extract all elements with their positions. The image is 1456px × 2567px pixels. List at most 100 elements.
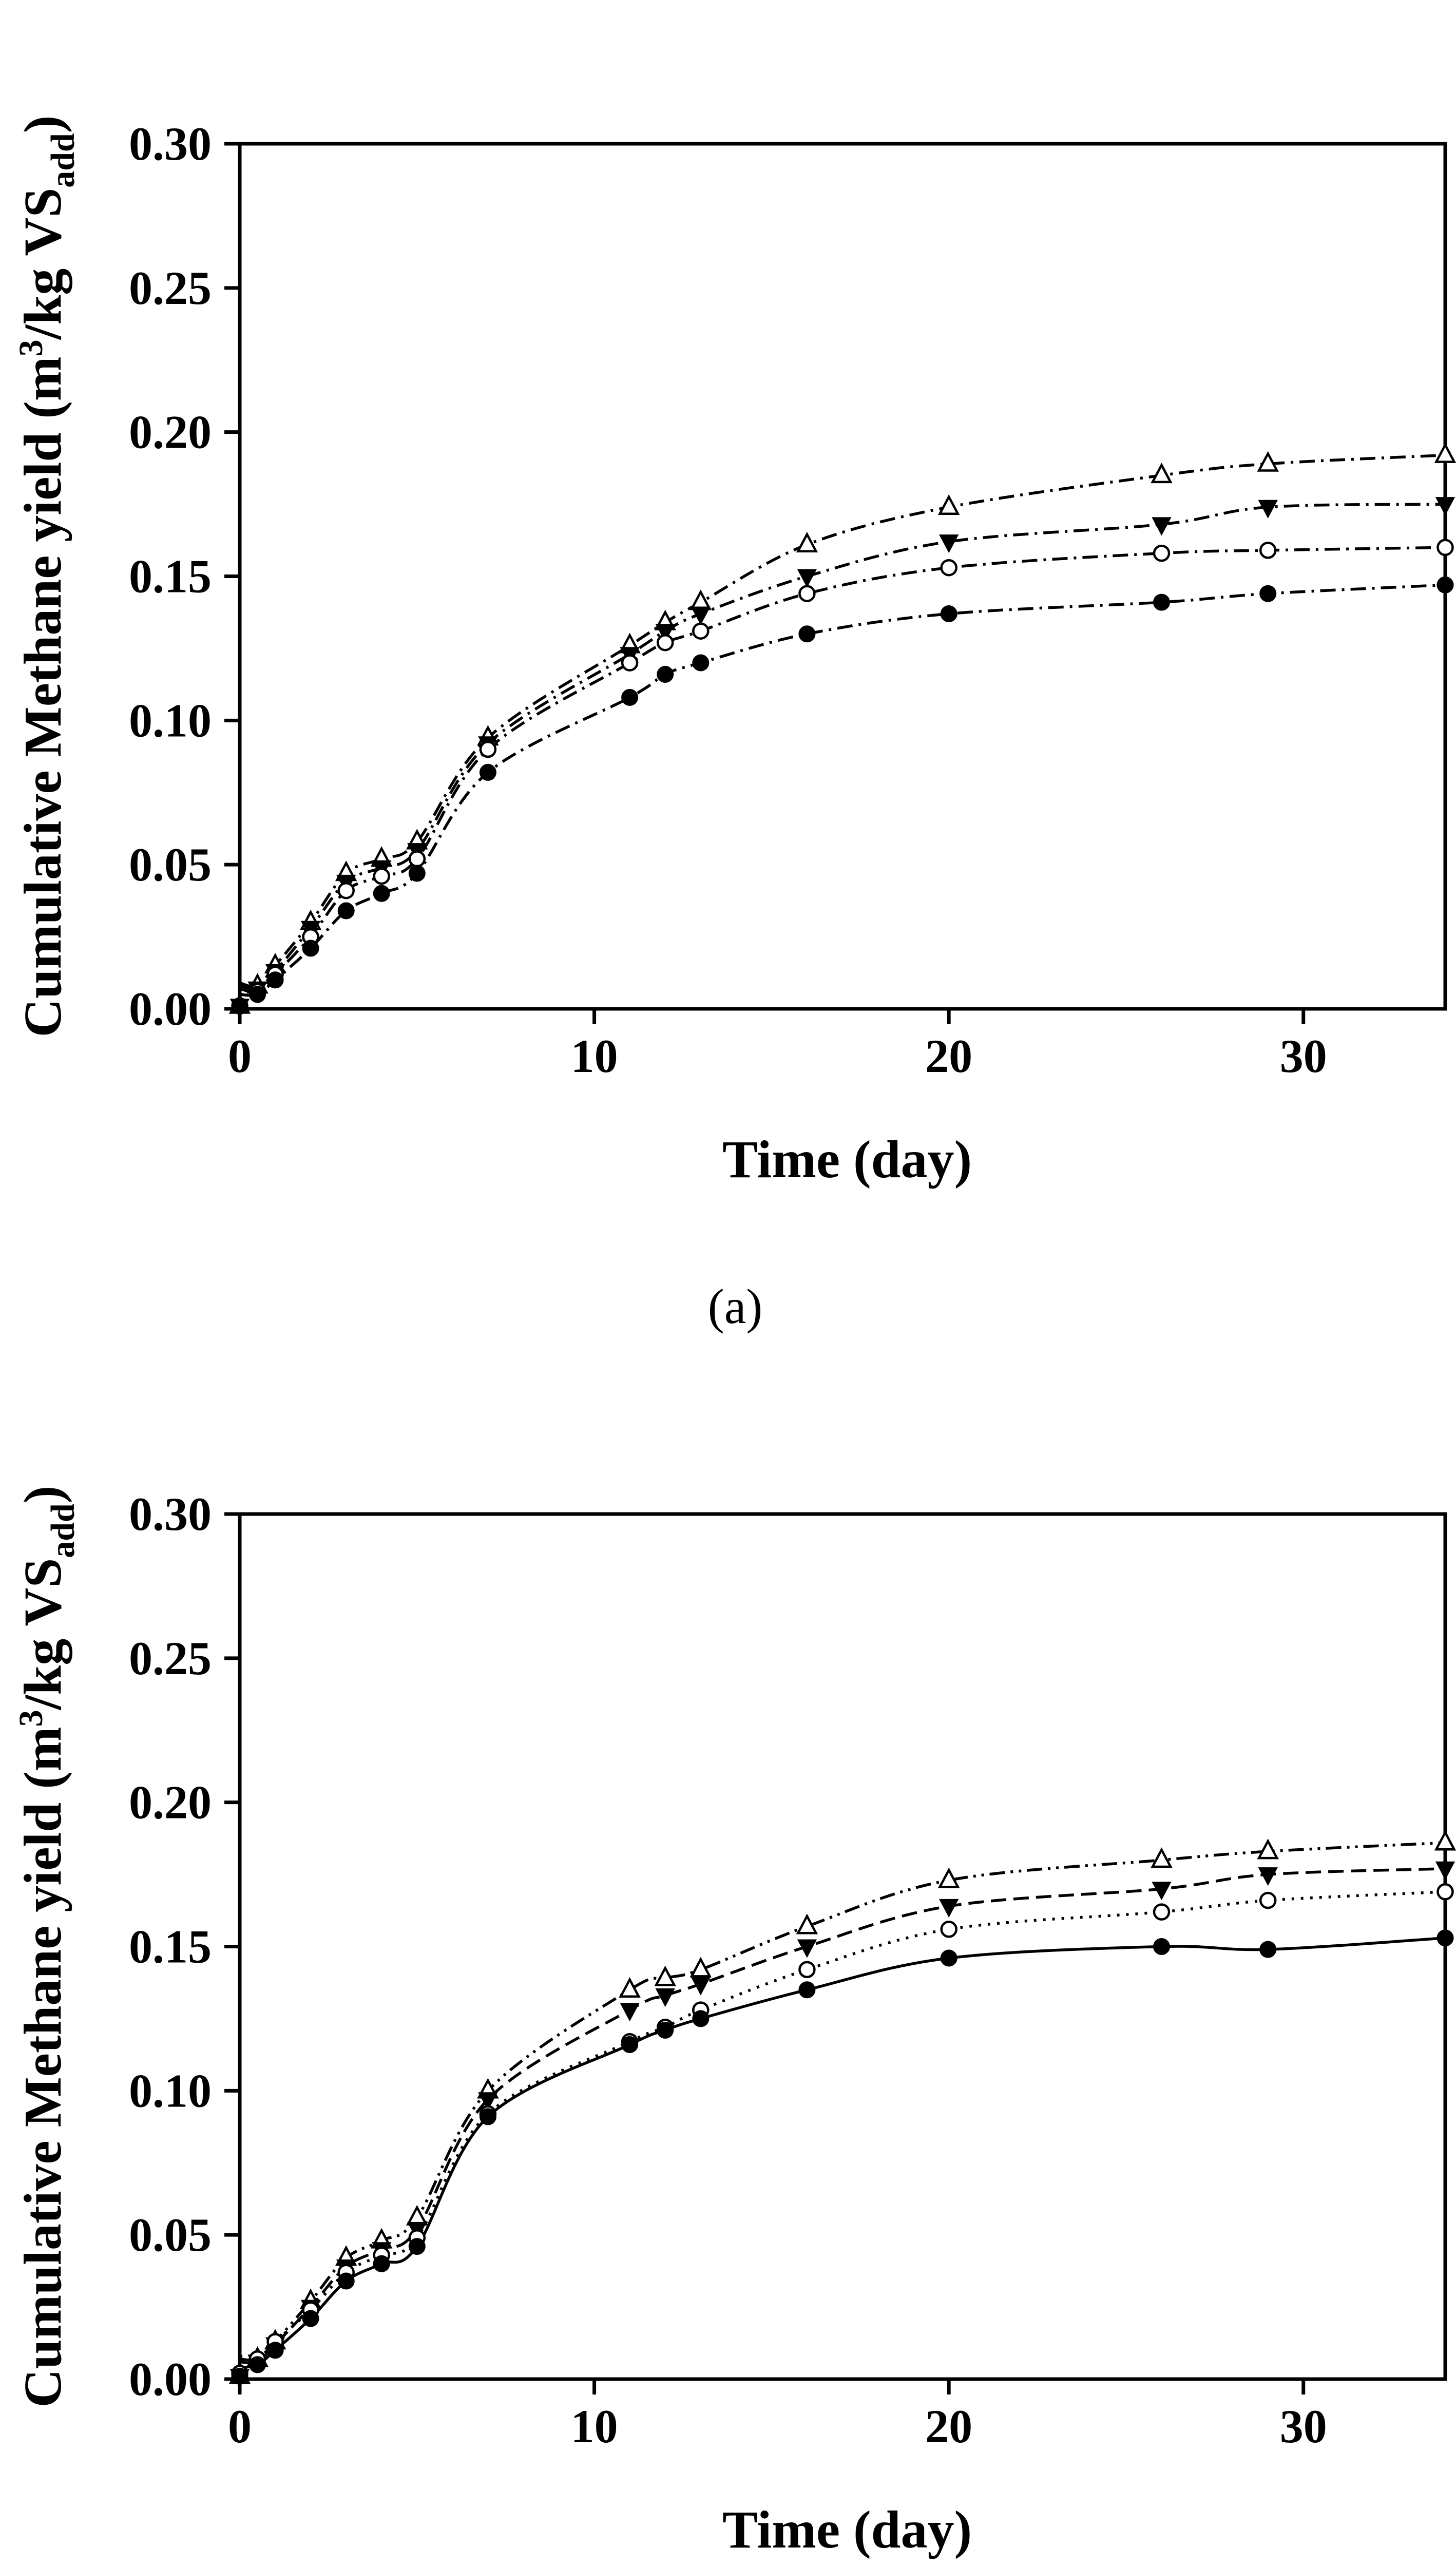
y-tick-label: 0.00 — [129, 983, 212, 1035]
y-tick-label: 0.30 — [129, 118, 212, 170]
marker-filled-circle — [940, 605, 957, 622]
marker-open-circle — [940, 1921, 957, 1938]
marker-filled-circle — [798, 625, 816, 643]
marker-filled-circle — [373, 885, 390, 902]
x-tick-label: 0 — [228, 2400, 252, 2453]
y-tick-label: 0.05 — [129, 2209, 212, 2261]
marker-filled-circle — [1153, 1938, 1170, 1955]
marker-open-triangle — [654, 1965, 676, 1986]
marker-filled-down-triangle — [797, 569, 817, 588]
marker-open-triangle — [796, 1913, 818, 1934]
marker-filled-circle — [408, 2238, 426, 2255]
marker-filled-down-triangle — [1258, 1867, 1278, 1886]
marker-filled-down-triangle — [655, 624, 675, 643]
chart-b: 0.00 0.05 0.10 0.15 0.20 0.25 0.30 0 10 20 30 Cumul… — [0, 1350, 1456, 2567]
marker-open-triangle — [1434, 442, 1456, 463]
x-tick-label: 10 — [571, 2400, 618, 2453]
marker-filled-down-triangle — [1152, 517, 1172, 536]
marker-filled-circle — [1153, 593, 1170, 611]
marker-filled-circle — [231, 2367, 248, 2385]
series-open-triangle — [228, 442, 1456, 1014]
marker-open-circle — [621, 654, 639, 672]
series-filled-circle — [231, 576, 1454, 1014]
fit-curve-filled-down-triangle — [240, 503, 1445, 991]
marker-open-triangle — [689, 1957, 712, 1978]
fit-curve-filled-circle — [240, 1936, 1445, 2369]
marker-open-triangle — [937, 1867, 960, 1888]
marker-filled-circle — [249, 986, 266, 1003]
panel-a-svg: 0.00 0.05 0.10 0.15 0.20 0.25 0.30 0 10 20 30 Cumul… — [12, 116, 1456, 1334]
marker-open-circle — [1436, 539, 1454, 557]
y-tick-label: 0.25 — [129, 262, 212, 314]
y-tick-label: 0.15 — [129, 1921, 212, 1973]
marker-filled-down-triangle — [691, 606, 711, 625]
marker-filled-circle — [657, 666, 674, 683]
marker-open-circle — [1153, 1903, 1171, 1921]
marker-filled-circle — [249, 2356, 266, 2373]
series-open-triangle — [228, 1830, 1456, 2384]
x-axis-label: Time (day) — [722, 1130, 972, 1189]
x-tick-label: 20 — [925, 2400, 972, 2453]
marker-open-triangle — [689, 589, 712, 610]
marker-filled-circle — [1259, 1941, 1277, 1958]
series-filled-down-triangle — [229, 497, 1455, 1018]
marker-open-triangle — [619, 1977, 641, 1998]
y-tick-label: 0.10 — [129, 694, 212, 746]
marker-filled-down-triangle — [1435, 1861, 1455, 1880]
y-tick-label: 0.25 — [129, 1632, 212, 1684]
marker-filled-circle — [408, 865, 426, 882]
marker-filled-circle — [1436, 1929, 1454, 1947]
series-open-circle — [231, 1883, 1454, 2382]
marker-filled-down-triangle — [620, 2003, 640, 2022]
marker-filled-down-triangle — [1435, 497, 1455, 516]
marker-filled-circle — [302, 940, 319, 957]
marker-open-circle — [1153, 544, 1171, 562]
marker-open-triangle — [1434, 1830, 1456, 1851]
y-tick-label: 0.20 — [129, 1776, 212, 1829]
x-tick-label: 20 — [925, 1030, 972, 1082]
marker-open-circle — [1259, 1891, 1277, 1909]
y-axis-label: Cumulative Methane yield (m3/kg VSadd) — [12, 1486, 82, 2408]
x-tick-label: 10 — [571, 1030, 618, 1082]
marker-open-circle — [1436, 1883, 1454, 1901]
marker-open-circle — [940, 559, 957, 577]
series-filled-down-triangle — [229, 1861, 1455, 2388]
marker-filled-circle — [1436, 576, 1454, 593]
y-axis-label: Cumulative Methane yield (m3/kg VSadd) — [12, 116, 82, 1038]
marker-open-circle — [337, 882, 355, 899]
marker-open-circle — [408, 850, 426, 868]
panel-b: 0.00 0.05 0.10 0.15 0.20 0.25 0.30 0 10 20 30 Cumul… — [0, 1350, 1456, 2567]
marker-filled-down-triangle — [1258, 500, 1278, 519]
marker-open-circle — [798, 1961, 816, 1979]
series-filled-circle — [231, 1929, 1454, 2385]
fit-curve-open-circle — [240, 1890, 1445, 2361]
marker-open-circle — [692, 622, 710, 640]
y-tick-label: 0.15 — [129, 550, 212, 603]
y-tick-label: 0.10 — [129, 2064, 212, 2117]
marker-open-circle — [373, 867, 390, 885]
x-tick-label: 30 — [1280, 1030, 1327, 1082]
y-tick-label: 0.05 — [129, 838, 212, 891]
marker-open-triangle — [937, 494, 960, 515]
marker-open-triangle — [1257, 451, 1279, 472]
marker-filled-circle — [692, 2010, 710, 2027]
marker-filled-circle — [337, 2272, 355, 2290]
marker-filled-down-triangle — [1152, 1882, 1172, 1901]
marker-filled-down-triangle — [691, 1977, 711, 1996]
marker-filled-circle — [621, 2036, 639, 2053]
marker-filled-circle — [302, 2310, 319, 2327]
panel-letter: (a) — [708, 1279, 763, 1334]
marker-filled-circle — [692, 654, 710, 672]
marker-filled-circle — [798, 1981, 816, 1999]
marker-open-triangle — [1151, 463, 1173, 484]
y-tick-label: 0.30 — [129, 1488, 212, 1540]
marker-open-circle — [656, 634, 674, 652]
fit-curve-open-triangle — [240, 453, 1445, 988]
marker-open-circle — [798, 585, 816, 602]
marker-open-triangle — [1257, 1838, 1279, 1860]
series-open-circle — [231, 539, 1454, 1015]
marker-filled-circle — [479, 2108, 496, 2125]
y-tick-label: 0.00 — [129, 2353, 212, 2405]
marker-filled-down-triangle — [655, 1988, 675, 2007]
fit-curve-open-triangle — [240, 1841, 1445, 2362]
